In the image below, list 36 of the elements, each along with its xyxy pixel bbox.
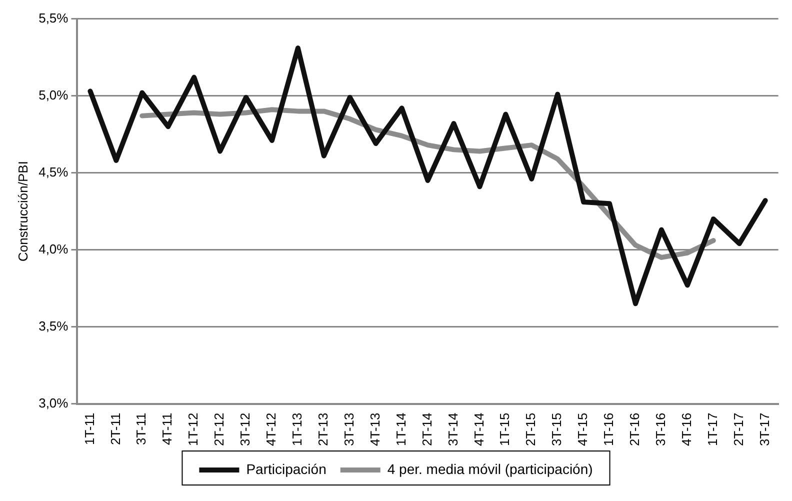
x-tick-label: 3T-14 [445, 412, 460, 446]
y-tick-label: 5,5% [38, 10, 69, 26]
x-tick-label: 2T-15 [523, 412, 538, 446]
y-tick-label: 3,5% [38, 318, 69, 334]
x-tick-label: 1T-12 [186, 412, 201, 446]
y-tick-label: 4,0% [38, 241, 69, 256]
x-tick-label: 1T-11 [82, 412, 97, 446]
x-tick-label: 3T-15 [549, 412, 564, 446]
x-tick-label: 3T-11 [134, 412, 149, 446]
x-tick-label: 4T-13 [367, 412, 382, 446]
x-tick-label: 3T-16 [653, 412, 668, 446]
x-tick-label: 4T-11 [160, 412, 175, 446]
x-tick-label: 2T-16 [627, 412, 642, 446]
legend-label: 4 per. media móvil (participación) [387, 460, 593, 477]
x-tick-label: 3T-12 [238, 412, 253, 446]
y-axis-title: Construcción/PBI [15, 161, 30, 262]
x-tick-label: 2T-17 [730, 412, 746, 446]
y-tick-label: 3,0% [38, 395, 69, 410]
x-tick-label: 2T-12 [212, 412, 227, 446]
y-tick-label: 5,0% [38, 87, 69, 102]
y-tick-label: 4,5% [38, 164, 69, 180]
x-tick-label: 4T-16 [679, 412, 694, 446]
x-tick-label: 2T-13 [315, 412, 330, 446]
x-tick-label: 4T-15 [575, 412, 590, 446]
legend-label: Participación [246, 460, 326, 477]
x-tick-label: 4T-12 [264, 412, 279, 446]
x-tick-label: 2T-11 [108, 412, 123, 446]
x-tick-label: 2T-14 [419, 412, 434, 446]
x-tick-label: 1T-13 [290, 412, 305, 446]
x-tick-label: 1T-14 [393, 412, 408, 446]
x-tick-label: 3T-13 [341, 412, 356, 446]
x-tick-label: 4T-14 [471, 412, 486, 446]
x-tick-label: 1T-17 [704, 412, 720, 446]
x-tick-label: 3T-17 [756, 412, 772, 446]
x-tick-label: 1T-16 [601, 412, 616, 446]
x-tick-label: 1T-15 [497, 412, 512, 446]
